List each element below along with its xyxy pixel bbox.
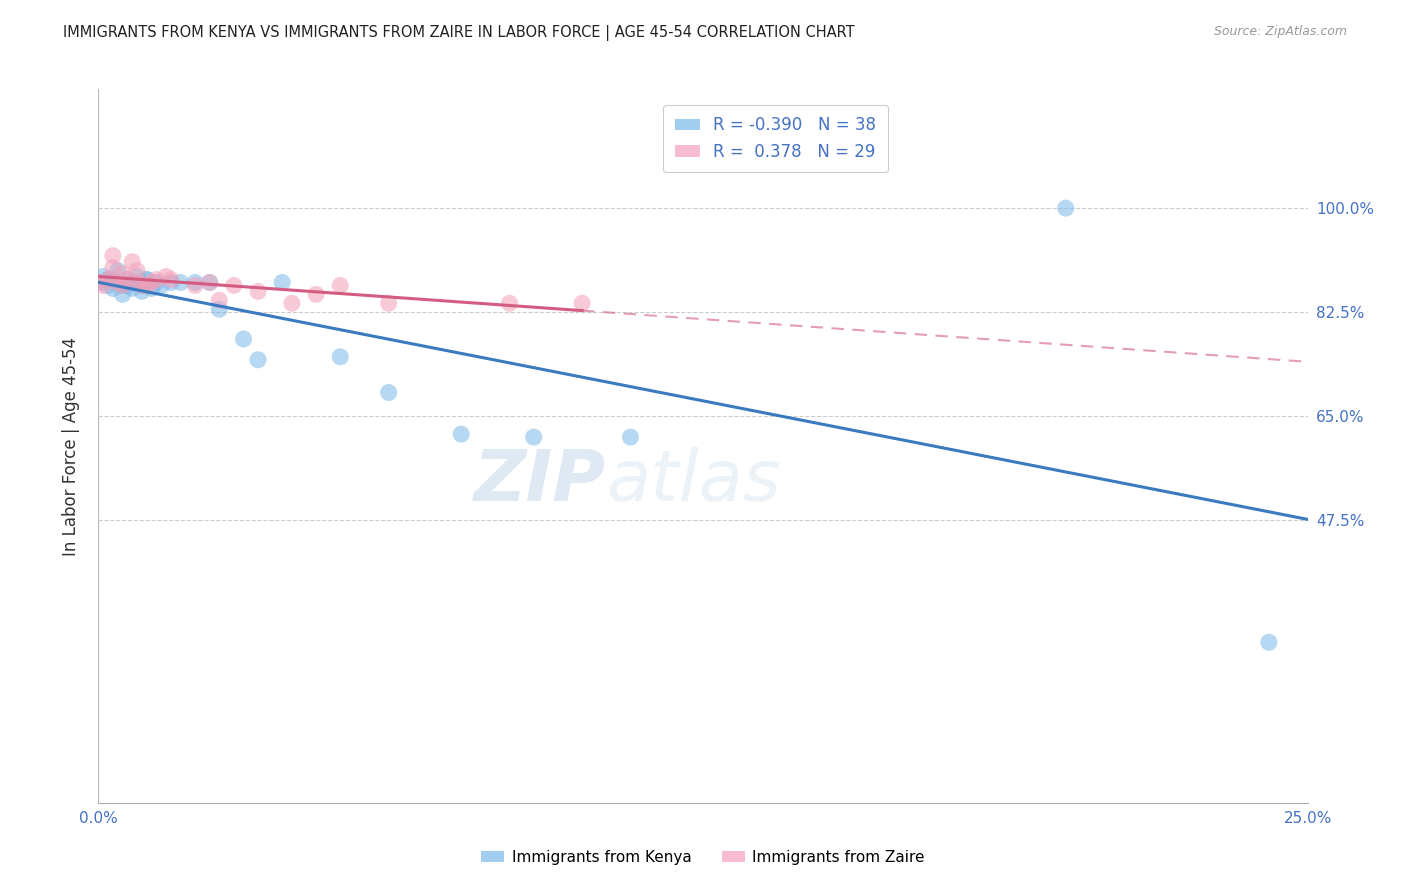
Point <box>247 285 270 299</box>
Point <box>184 276 207 290</box>
Point <box>329 350 352 364</box>
Point <box>184 278 207 293</box>
Point <box>208 302 231 317</box>
Point <box>117 278 139 293</box>
Point <box>145 272 167 286</box>
Point <box>97 272 120 286</box>
Point <box>160 272 183 286</box>
Point <box>155 269 177 284</box>
Point <box>198 276 221 290</box>
Legend: Immigrants from Kenya, Immigrants from Zaire: Immigrants from Kenya, Immigrants from Z… <box>475 844 931 871</box>
Point <box>127 276 149 290</box>
Point <box>222 278 245 293</box>
Point <box>141 276 163 290</box>
Point <box>305 287 328 301</box>
Point <box>107 276 129 290</box>
Point <box>198 276 221 290</box>
Point <box>377 296 399 310</box>
Point <box>117 272 139 286</box>
Point <box>127 276 149 290</box>
Point <box>97 272 120 286</box>
Point <box>111 267 134 281</box>
Point <box>107 276 129 290</box>
Point <box>1054 201 1077 215</box>
Point <box>101 272 124 286</box>
Point <box>121 254 143 268</box>
Point <box>141 281 163 295</box>
Point <box>169 276 191 290</box>
Point <box>247 352 270 367</box>
Point <box>135 272 157 286</box>
Point <box>91 269 114 284</box>
Point <box>101 249 124 263</box>
Point <box>523 430 546 444</box>
Point <box>97 278 120 293</box>
Point <box>111 278 134 293</box>
Text: IMMIGRANTS FROM KENYA VS IMMIGRANTS FROM ZAIRE IN LABOR FORCE | AGE 45-54 CORREL: IMMIGRANTS FROM KENYA VS IMMIGRANTS FROM… <box>63 25 855 41</box>
Point <box>329 278 352 293</box>
Point <box>271 276 294 290</box>
Point <box>127 263 149 277</box>
Point <box>232 332 254 346</box>
Point <box>145 276 167 290</box>
Point <box>121 276 143 290</box>
Point <box>107 263 129 277</box>
Point <box>160 276 183 290</box>
Point <box>498 296 520 310</box>
Point <box>619 430 641 444</box>
Text: ZIP: ZIP <box>474 447 606 516</box>
Point <box>450 427 472 442</box>
Point <box>101 281 124 295</box>
Text: Source: ZipAtlas.com: Source: ZipAtlas.com <box>1213 25 1347 38</box>
Point <box>87 276 110 290</box>
Point <box>101 260 124 275</box>
Point <box>91 278 114 293</box>
Point <box>111 287 134 301</box>
Point <box>131 285 153 299</box>
Point <box>87 276 110 290</box>
Point <box>150 278 173 293</box>
Text: atlas: atlas <box>606 447 780 516</box>
Point <box>121 281 143 295</box>
Point <box>135 272 157 286</box>
Y-axis label: In Labor Force | Age 45-54: In Labor Force | Age 45-54 <box>62 336 80 556</box>
Point <box>135 278 157 293</box>
Point <box>117 272 139 286</box>
Point <box>1257 635 1279 649</box>
Point <box>208 293 231 308</box>
Point <box>281 296 304 310</box>
Legend: R = -0.390   N = 38, R =  0.378   N = 29: R = -0.390 N = 38, R = 0.378 N = 29 <box>664 104 887 172</box>
Point <box>131 278 153 293</box>
Point <box>571 296 593 310</box>
Point <box>131 278 153 293</box>
Point <box>111 278 134 293</box>
Point <box>127 269 149 284</box>
Point <box>377 385 399 400</box>
